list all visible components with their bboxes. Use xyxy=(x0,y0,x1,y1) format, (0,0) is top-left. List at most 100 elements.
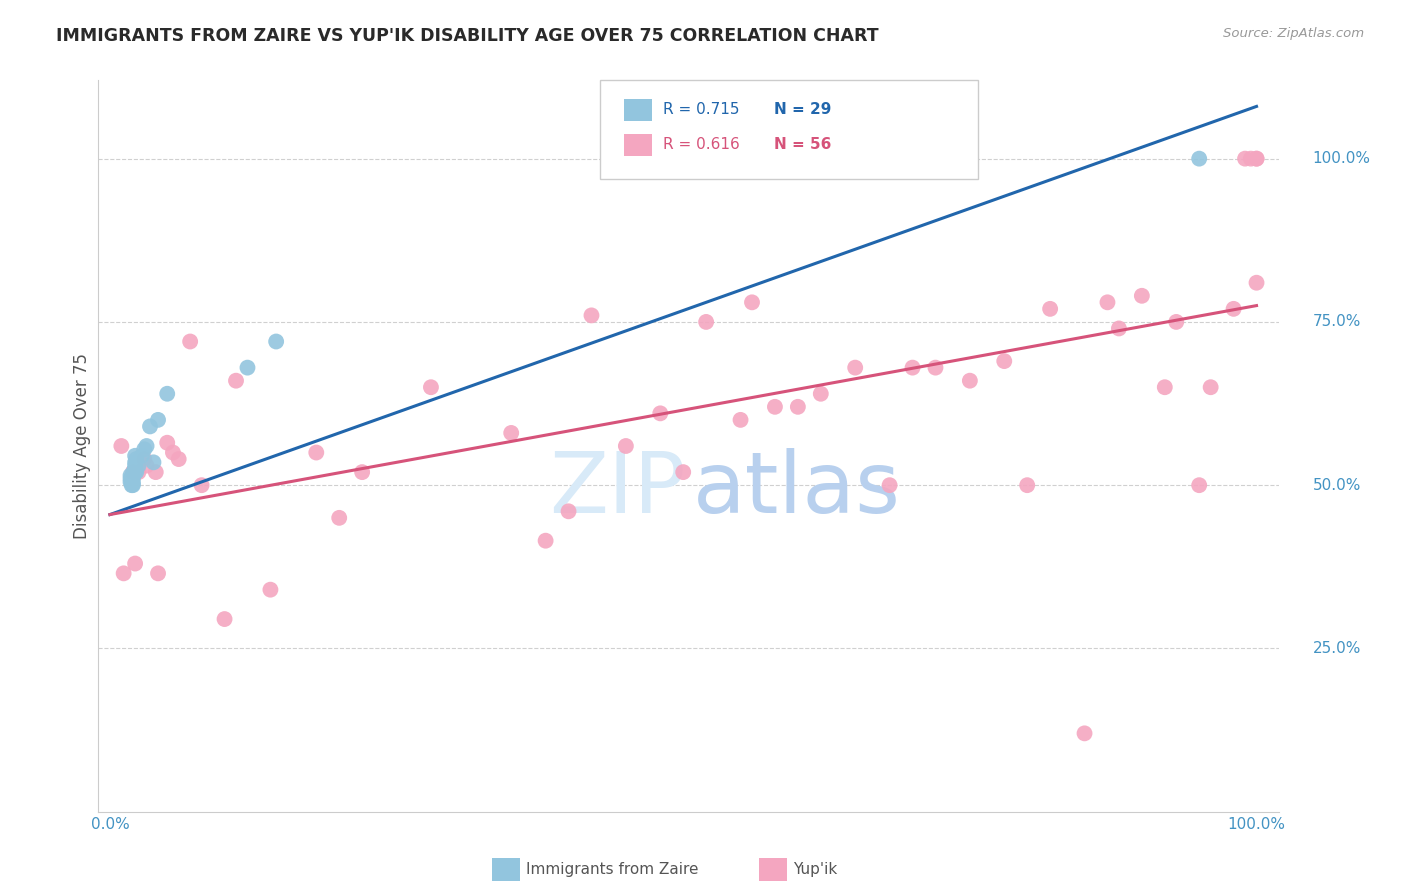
Point xyxy=(122,467,145,481)
Point xyxy=(134,442,156,457)
Point xyxy=(124,449,146,463)
Point xyxy=(1166,315,1188,329)
Point xyxy=(128,465,150,479)
Point xyxy=(124,462,146,476)
Text: Yup'ik: Yup'ik xyxy=(793,863,837,877)
Point xyxy=(135,439,157,453)
Point xyxy=(131,449,153,463)
Point xyxy=(120,468,142,483)
Point xyxy=(259,582,281,597)
Point xyxy=(121,478,143,492)
Point xyxy=(179,334,201,349)
Point xyxy=(420,380,443,394)
Point xyxy=(695,315,717,329)
Point xyxy=(125,465,148,479)
Point xyxy=(1153,380,1175,394)
Point xyxy=(614,439,637,453)
Point xyxy=(121,478,143,492)
Text: 50.0%: 50.0% xyxy=(1313,478,1361,492)
Point xyxy=(1017,478,1039,492)
Text: 75.0%: 75.0% xyxy=(1313,314,1361,329)
Point xyxy=(162,445,184,459)
Text: R = 0.616: R = 0.616 xyxy=(664,137,740,153)
Point xyxy=(156,435,179,450)
Point xyxy=(264,334,287,349)
Text: N = 29: N = 29 xyxy=(773,102,831,117)
Point xyxy=(124,458,146,473)
Point xyxy=(1246,276,1268,290)
Point xyxy=(1097,295,1119,310)
Point xyxy=(225,374,247,388)
Point xyxy=(305,445,328,459)
Text: Source: ZipAtlas.com: Source: ZipAtlas.com xyxy=(1223,27,1364,40)
Point xyxy=(1188,152,1211,166)
Point xyxy=(112,566,135,581)
FancyBboxPatch shape xyxy=(600,80,979,179)
Point xyxy=(121,465,143,479)
Point xyxy=(122,464,145,478)
Bar xyxy=(624,134,652,155)
Point xyxy=(650,406,672,420)
Text: N = 56: N = 56 xyxy=(773,137,831,153)
Bar xyxy=(624,99,652,120)
Text: 100.0%: 100.0% xyxy=(1313,151,1371,166)
Point xyxy=(134,452,156,467)
Point xyxy=(581,309,603,323)
Point xyxy=(763,400,786,414)
Point xyxy=(328,511,350,525)
Point xyxy=(156,386,179,401)
Text: IMMIGRANTS FROM ZAIRE VS YUP'IK DISABILITY AGE OVER 75 CORRELATION CHART: IMMIGRANTS FROM ZAIRE VS YUP'IK DISABILI… xyxy=(56,27,879,45)
Text: atlas: atlas xyxy=(693,449,900,532)
Point xyxy=(124,455,146,469)
Point xyxy=(1188,478,1211,492)
Point xyxy=(993,354,1015,368)
Text: Immigrants from Zaire: Immigrants from Zaire xyxy=(526,863,699,877)
Text: 25.0%: 25.0% xyxy=(1313,641,1361,656)
Point xyxy=(1130,289,1153,303)
Point xyxy=(741,295,763,310)
Point xyxy=(810,386,832,401)
Point xyxy=(128,458,150,473)
Point xyxy=(190,478,212,492)
Point xyxy=(901,360,924,375)
Point xyxy=(730,413,752,427)
Point xyxy=(120,475,142,489)
Point xyxy=(124,465,146,479)
Point xyxy=(1199,380,1222,394)
Point xyxy=(121,476,143,491)
Point xyxy=(1073,726,1095,740)
Point xyxy=(121,472,143,486)
Point xyxy=(501,425,523,440)
Point xyxy=(124,557,146,571)
Point xyxy=(135,458,157,473)
Point xyxy=(146,413,169,427)
Point xyxy=(1234,152,1257,166)
Point xyxy=(879,478,901,492)
Point xyxy=(145,465,167,479)
Point xyxy=(1222,301,1244,316)
Point xyxy=(214,612,236,626)
Point xyxy=(121,468,143,483)
Point xyxy=(1039,301,1062,316)
Point xyxy=(120,472,142,486)
Point xyxy=(142,455,165,469)
Point xyxy=(924,360,946,375)
Point xyxy=(1246,152,1268,166)
Point xyxy=(1240,152,1263,166)
Text: R = 0.715: R = 0.715 xyxy=(664,102,740,117)
Point xyxy=(110,439,132,453)
Point xyxy=(959,374,981,388)
Y-axis label: Disability Age Over 75: Disability Age Over 75 xyxy=(73,353,91,539)
Point xyxy=(557,504,579,518)
Point xyxy=(1108,321,1130,335)
Point xyxy=(139,419,162,434)
Point xyxy=(786,400,808,414)
Point xyxy=(844,360,866,375)
Point xyxy=(236,360,259,375)
Point xyxy=(352,465,374,479)
Point xyxy=(125,452,148,467)
Text: ZIP: ZIP xyxy=(548,449,685,532)
Point xyxy=(167,452,190,467)
Point xyxy=(121,475,143,489)
Point xyxy=(1246,152,1268,166)
